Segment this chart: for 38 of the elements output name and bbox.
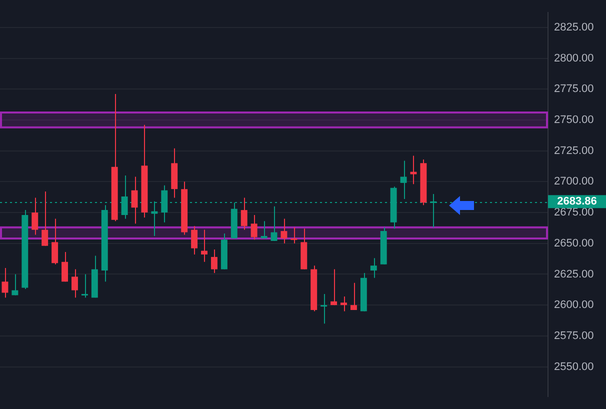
y-tick-label: 2650.00 [554, 237, 594, 250]
candlestick [290, 226, 298, 244]
candlestick [340, 296, 347, 312]
candlestick [330, 268, 338, 306]
candlestick [62, 252, 68, 282]
y-tick-label: 2750.00 [554, 114, 594, 126]
candlestick [71, 268, 78, 298]
y-tick-label: 2625.00 [554, 268, 594, 280]
y-tick-label: 2825.00 [554, 21, 594, 34]
y-tick-label: 2725.00 [554, 144, 594, 157]
candlestick [81, 274, 88, 298]
candlestick [320, 293, 328, 324]
candlestick [280, 218, 288, 244]
y-tick-label: 2775.00 [554, 83, 594, 96]
candlestick [250, 214, 258, 240]
candlestick [240, 197, 248, 230]
candlestick [2, 268, 8, 298]
y-tick-label: 2700.00 [554, 176, 594, 188]
y-tick-label: 2575.00 [554, 330, 594, 342]
y-tick-label: 2675.00 [554, 206, 594, 219]
candlestick [191, 226, 198, 255]
candlestick [52, 218, 58, 265]
candlestick [201, 229, 208, 262]
y-tick-label: 2600.00 [554, 299, 594, 312]
candlestick [260, 220, 268, 239]
candlestick [210, 249, 218, 274]
candlestick [370, 258, 377, 278]
candlestick [131, 176, 138, 224]
candlestick [32, 197, 38, 236]
candlestick [270, 206, 278, 242]
candlestick [350, 282, 357, 311]
candlestick [42, 191, 48, 246]
candlestick [12, 274, 18, 296]
candlestick [410, 155, 417, 185]
y-tick-label: 2800.00 [554, 52, 594, 64]
y-tick-label: 2550.00 [554, 360, 594, 373]
candlestick [400, 160, 407, 200]
ref-line-label: 2683.86 [557, 196, 597, 208]
